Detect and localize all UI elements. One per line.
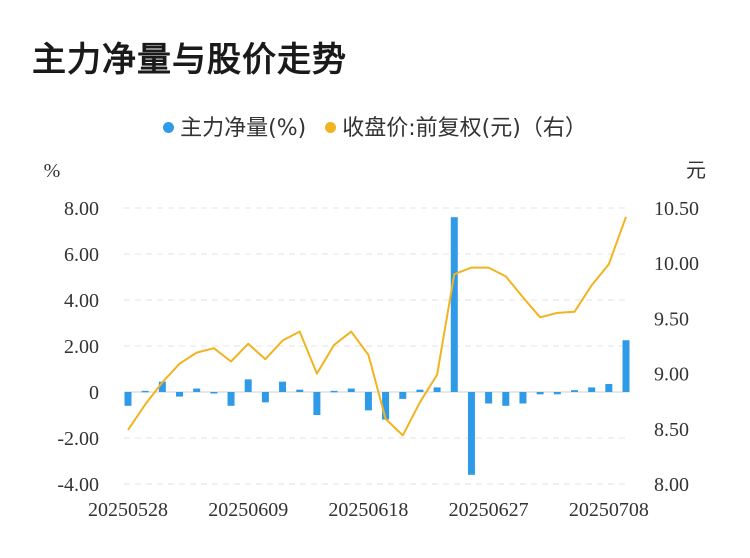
chart-title: 主力净量与股价走势: [32, 40, 347, 80]
y-left-tick-label: -2.00: [57, 428, 99, 450]
net-flow-bar: [296, 389, 304, 392]
right-unit-label: 元: [686, 158, 706, 182]
net-flow-bar: [347, 388, 355, 392]
legend-dot-icon: [163, 122, 175, 133]
x-tick-label: 20250618: [328, 499, 408, 521]
net-flow-bar: [382, 392, 390, 420]
net-flow-bar: [330, 390, 338, 393]
net-flow-bar: [210, 392, 218, 394]
y-right-tick-label: 9.50: [654, 308, 689, 330]
y-right-tick-label: 10.00: [654, 253, 699, 275]
net-flow-bar: [519, 392, 527, 404]
left-unit-label: %: [44, 160, 61, 182]
legend-dot-icon: [325, 122, 337, 133]
legend: 主力净量(%) 收盘价:前复权(元)（右）: [0, 110, 750, 142]
net-flow-bar: [605, 383, 613, 392]
net-flow-bar: [141, 390, 149, 393]
net-flow-bar: [416, 389, 424, 392]
net-flow-bar: [433, 387, 441, 392]
net-flow-bar: [124, 392, 132, 406]
close-price-line: [127, 216, 627, 437]
y-right-tick-label: 9.00: [654, 364, 689, 386]
net-flow-bar: [227, 392, 235, 406]
legend-item-net-flow[interactable]: 主力净量(%): [163, 110, 306, 142]
net-flow-bar: [588, 387, 596, 392]
net-flow-bar: [570, 390, 578, 392]
y-left-tick-label: 2.00: [64, 336, 99, 358]
x-tick-label: 20250627: [449, 499, 529, 521]
y-left-tick-label: 0: [89, 382, 99, 404]
legend-item-close-price[interactable]: 收盘价:前复权(元)（右）: [325, 110, 587, 142]
net-flow-bar: [364, 392, 372, 411]
net-flow-bar: [450, 217, 458, 392]
y-left-tick-label: 4.00: [64, 290, 99, 312]
y-right-tick-label: 8.50: [654, 419, 689, 441]
net-flow-bar: [502, 392, 510, 406]
net-flow-bar: [622, 340, 630, 392]
x-tick-label: 20250528: [88, 499, 168, 521]
net-flow-bar: [536, 392, 544, 395]
net-flow-bar: [313, 392, 321, 415]
y-right-tick-label: 8.00: [654, 474, 689, 496]
y-left-tick-label: 8.00: [64, 198, 99, 220]
net-flow-bar: [261, 392, 269, 403]
net-flow-bar: [193, 388, 201, 392]
net-flow-bar: [279, 381, 287, 392]
legend-label-net-flow: 主力净量(%): [180, 116, 307, 141]
net-flow-bar: [244, 379, 252, 392]
x-tick-label: 20250708: [569, 499, 649, 521]
x-tick-label: 20250609: [208, 499, 288, 521]
net-flow-bar: [399, 392, 407, 399]
net-flow-bar: [485, 392, 493, 404]
net-flow-bar: [158, 381, 166, 392]
net-flow-bar: [176, 392, 184, 397]
legend-label-close-price: 收盘价:前复权(元)（右）: [342, 116, 587, 141]
y-right-tick-label: 10.50: [654, 198, 699, 220]
net-flow-bar: [467, 392, 475, 475]
net-flow-bar: [553, 392, 561, 395]
y-left-tick-label: -4.00: [57, 474, 99, 496]
y-left-tick-label: 6.00: [64, 244, 99, 266]
